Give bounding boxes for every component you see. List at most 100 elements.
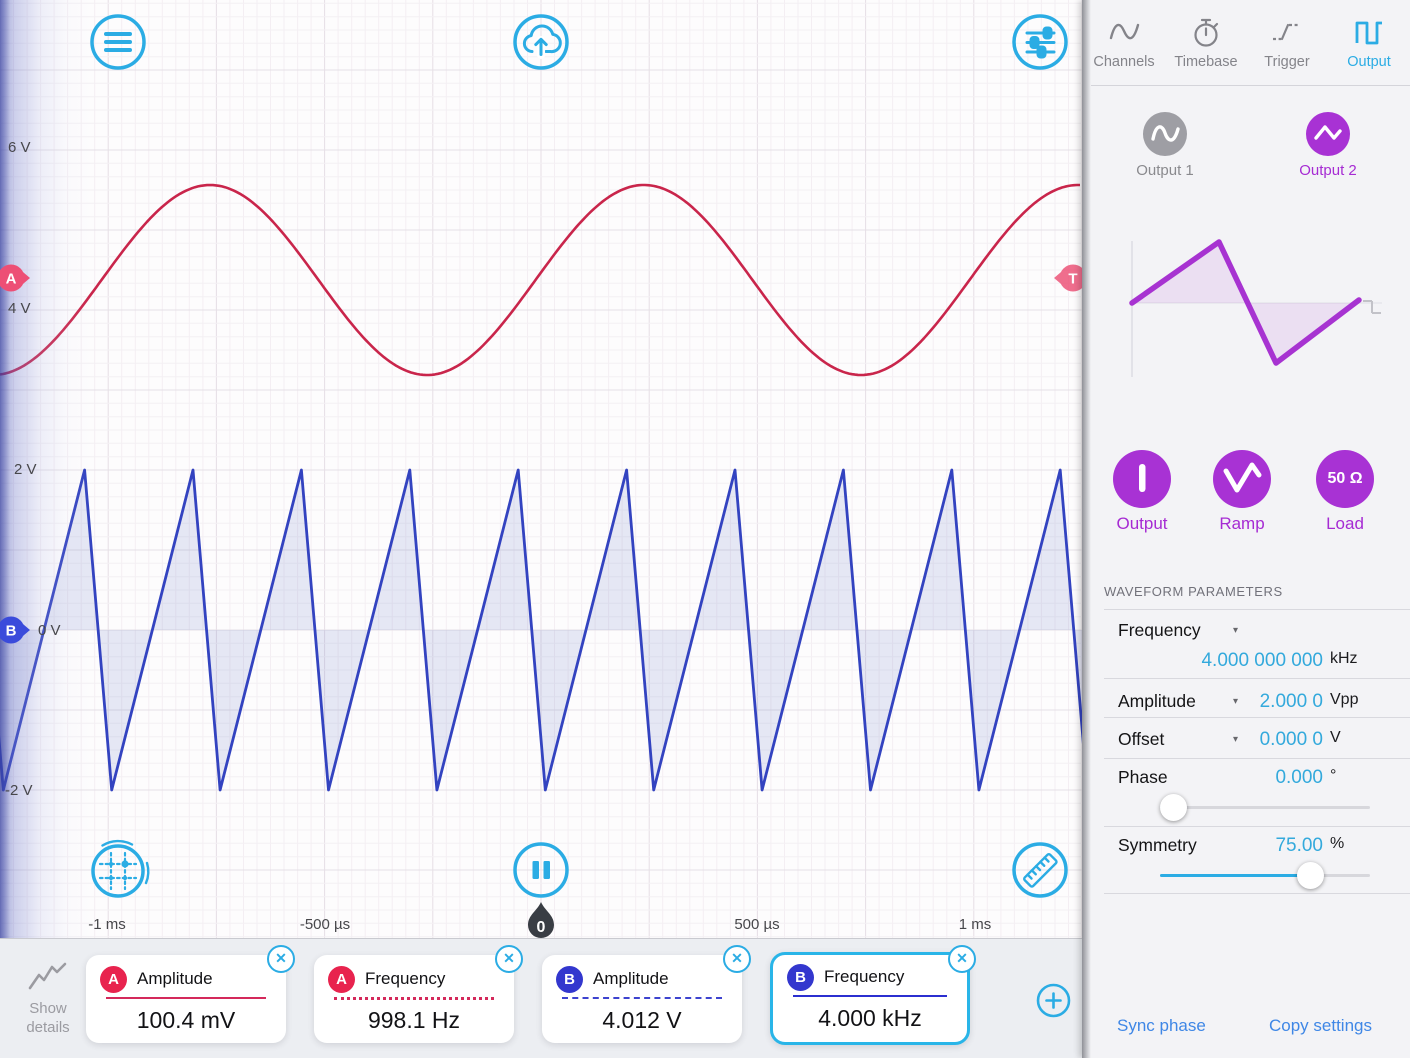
trigger-marker[interactable]: T [1052, 263, 1082, 298]
output-2-selector[interactable]: Output 2 [1268, 112, 1388, 179]
scope-canvas[interactable]: 6 V 4 V 2 V 0 V -2 V -1 ms -500 µs 500 µ… [0, 0, 1082, 938]
grid-lines [0, 0, 1082, 938]
param-unit: Vpp [1330, 691, 1359, 708]
y-axis-label-4v: 4 V [8, 300, 31, 317]
offset-value-field[interactable]: 0.000 0 [1259, 729, 1323, 750]
param-unit: ° [1330, 767, 1337, 784]
channel-b-marker[interactable]: B [0, 615, 32, 650]
frequency-value-field[interactable]: 4.000 000 000 [1201, 650, 1323, 671]
param-unit: kHz [1330, 650, 1358, 667]
close-icon[interactable]: ✕ [723, 945, 751, 973]
display-settings-button[interactable] [1008, 10, 1072, 74]
chevron-down-icon[interactable]: ▾ [1233, 734, 1239, 745]
phase-slider[interactable] [1160, 794, 1370, 821]
sine-waveform-a [0, 183, 1080, 377]
tab-trigger[interactable]: Trigger [1246, 6, 1328, 80]
grid-options-button[interactable] [86, 838, 150, 902]
channel-a-marker[interactable]: A [0, 263, 32, 298]
measurement-card-a-amplitude[interactable]: A Amplitude 100.4 mV ✕ [86, 945, 295, 1043]
measurement-label: Amplitude [593, 969, 669, 988]
param-label: Offset [1118, 729, 1165, 749]
measurement-card-b-frequency[interactable]: B Frequency 4.000 kHz ✕ [770, 945, 976, 1045]
add-measurement-button[interactable] [1036, 983, 1071, 1018]
slider-thumb[interactable] [1297, 862, 1325, 889]
channel-b-badge: B [787, 964, 814, 991]
param-amplitude: Amplitude ▾ 2.000 0 Vpp [1082, 691, 1410, 717]
symmetry-value-field[interactable]: 75.00 [1275, 835, 1323, 856]
amplitude-value-field[interactable]: 2.000 0 [1259, 691, 1323, 712]
output-enable-button[interactable]: Output [1097, 450, 1187, 534]
measure-button[interactable] [1008, 838, 1072, 902]
cloud-upload-button[interactable] [509, 10, 573, 74]
output-1-selector[interactable]: Output 1 [1105, 112, 1225, 179]
tabs-divider [1091, 85, 1410, 86]
show-details-button[interactable]: Show details [8, 962, 88, 1037]
close-icon[interactable]: ✕ [267, 945, 295, 973]
section-title: WAVEFORM PARAMETERS [1104, 584, 1283, 599]
sine-icon [1151, 125, 1180, 142]
x-axis-label-neg500us: -500 µs [299, 916, 351, 933]
measurement-card-b-amplitude[interactable]: B Amplitude 4.012 V ✕ [542, 945, 751, 1043]
y-axis-label-0v: 0 V [38, 622, 61, 639]
param-phase: Phase 0.000 ° [1082, 767, 1410, 793]
param-label: Symmetry [1118, 835, 1197, 855]
param-frequency-value-row: 4.000 000 000 kHz [1082, 650, 1410, 676]
cloud-upload-icon [522, 24, 562, 59]
param-offset: Offset ▾ 0.000 0 V [1082, 729, 1410, 755]
param-label: Phase [1118, 767, 1168, 787]
show-details-label: Show details [26, 1000, 70, 1036]
ramp-icon [1223, 462, 1262, 493]
x-axis-label-neg1ms: -1 ms [88, 916, 126, 933]
measurement-value: 998.1 Hz [367, 1007, 461, 1033]
measurement-value: 4.000 kHz [818, 1005, 922, 1031]
y-axis-label-6v: 6 V [8, 139, 31, 156]
ruler-icon [1023, 853, 1058, 888]
svg-text:B: B [6, 623, 17, 640]
divider [1104, 893, 1410, 894]
time-zero-marker[interactable]: 0 [523, 901, 559, 938]
settings-panel: Channels Timebase Trigger Output [1082, 0, 1410, 1058]
divider [1104, 609, 1410, 610]
phase-value-field[interactable]: 0.000 [1275, 767, 1323, 788]
tab-channels[interactable]: Channels [1083, 6, 1165, 80]
50-ohm-label: 50 Ω [1327, 470, 1363, 487]
measurement-card-a-frequency[interactable]: A Frequency 998.1 Hz ✕ [314, 945, 523, 1043]
ramp-waveform-b [0, 468, 1082, 792]
tab-timebase[interactable]: Timebase [1165, 6, 1247, 80]
chevron-down-icon[interactable]: ▾ [1233, 696, 1239, 707]
trace-style-underline [106, 997, 266, 999]
symmetry-slider[interactable] [1160, 862, 1370, 889]
param-frequency: Frequency ▾ [1082, 620, 1410, 646]
param-label: Amplitude [1118, 691, 1196, 711]
close-icon[interactable]: ✕ [948, 945, 976, 973]
pause-button[interactable] [509, 838, 573, 902]
channel-b-badge: B [556, 966, 583, 993]
copy-settings-link[interactable]: Copy settings [1269, 1016, 1372, 1035]
slider-thumb[interactable] [1160, 794, 1187, 821]
param-label: Frequency [1118, 620, 1201, 640]
divider [1104, 826, 1410, 827]
chevron-down-icon[interactable]: ▾ [1233, 625, 1239, 636]
measurement-label: Amplitude [137, 969, 213, 988]
menu-icon [104, 32, 132, 52]
grid-icon [98, 851, 138, 891]
svg-text:T: T [1068, 271, 1077, 288]
tab-output[interactable]: Output [1328, 6, 1410, 80]
waveform-plot [0, 0, 1082, 938]
x-axis-label-1ms: 1 ms [958, 916, 992, 933]
preview-ramp-shape [1129, 239, 1362, 366]
waveform-type-button[interactable]: Ramp [1197, 450, 1287, 534]
svg-text:A: A [6, 271, 17, 288]
measurement-value: 4.012 V [602, 1007, 682, 1033]
close-icon[interactable]: ✕ [495, 945, 523, 973]
stopwatch-icon [1194, 18, 1219, 47]
preview-trigger-glyph [1363, 300, 1381, 314]
menu-button[interactable] [86, 10, 150, 74]
sync-phase-link[interactable]: Sync phase [1117, 1016, 1206, 1035]
square-pulse-icon [1355, 21, 1382, 45]
power-bar-icon [1139, 464, 1146, 492]
divider [1104, 678, 1410, 679]
chart-zigzag-icon [28, 962, 67, 990]
load-impedance-button[interactable]: 50 Ω Load [1300, 450, 1390, 534]
